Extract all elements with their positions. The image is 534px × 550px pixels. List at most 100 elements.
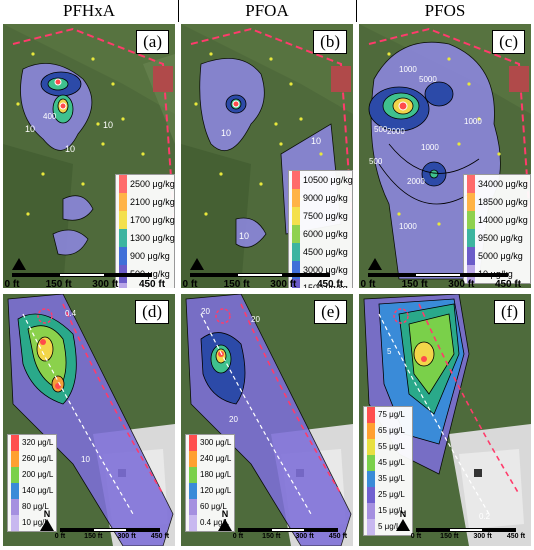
legend-entry: 55 μg/L	[364, 439, 412, 455]
scale-bar-label: 0 ft	[4, 279, 20, 290]
legend-entry: 300 μg/L	[186, 435, 234, 451]
north-arrow: N	[40, 510, 54, 531]
scale-bar-segment	[304, 528, 338, 532]
scale-bar-label: 0 ft	[232, 533, 244, 540]
legend-label: 4500 μg/kg	[303, 247, 348, 257]
legend-a: 2500 μg/kg 2100 μg/kg 1700 μg/kg 1300 μg/kg…	[115, 174, 175, 288]
north-arrow-icon	[12, 258, 26, 270]
legend-swatch	[119, 247, 127, 265]
legend-swatch	[11, 451, 19, 467]
legend-label: 10500 μg/kg	[303, 175, 353, 185]
legend-swatch	[189, 467, 197, 483]
scale-bar-segments	[238, 528, 338, 532]
panel-label-e: (e)	[314, 300, 347, 324]
scale-bar-label: 0 ft	[410, 533, 422, 540]
scale-bar-label: 450 ft	[316, 279, 344, 290]
scale-bar-segments	[12, 273, 152, 277]
scale-bar-segment	[414, 273, 462, 277]
legend-label: 14000 μg/kg	[478, 215, 528, 225]
legend-swatch	[467, 175, 475, 193]
legend-swatch	[119, 175, 127, 193]
legend-swatch	[467, 211, 475, 229]
legend-label: 1500 μg/kg	[303, 283, 348, 288]
legend-swatch	[467, 193, 475, 211]
legend-entry: 2100 μg/kg	[116, 193, 175, 211]
svg-text:400: 400	[43, 112, 57, 121]
legend-swatch	[367, 503, 375, 519]
legend-swatch	[11, 435, 19, 451]
legend-swatch	[367, 423, 375, 439]
legend-swatch	[119, 211, 127, 229]
svg-text:1000: 1000	[399, 65, 417, 74]
legend-label: 120 μg/L	[200, 486, 232, 495]
svg-text:10: 10	[65, 144, 75, 154]
legend-swatch	[367, 519, 375, 535]
legend-entry: 2500 μg/kg	[116, 175, 175, 193]
legend-swatch	[367, 455, 375, 471]
legend-label: 6000 μg/kg	[303, 229, 348, 239]
legend-swatch	[189, 435, 197, 451]
scale-bar-label: 0 ft	[182, 279, 198, 290]
legend-swatch	[11, 467, 19, 483]
scale-bar-segments	[190, 273, 330, 277]
legend-entry: 900 μg/kg	[116, 247, 174, 265]
legend-entry: 9500 μg/kg	[464, 229, 530, 247]
legend-label: 0.4 μg/L	[200, 518, 230, 527]
svg-text:20: 20	[251, 315, 260, 324]
legend-entry: 3000 μg/kg	[289, 261, 352, 279]
scale-bar-label: 300 ft	[270, 279, 297, 290]
scale-bar-label: 450 ft	[138, 279, 166, 290]
scale-bar-label: 150 ft	[440, 533, 459, 540]
scale-bar-label: 450 ft	[328, 533, 348, 540]
map-panel-c: 1000 5000 500 2000 1000 500 1000 2000 10…	[359, 24, 531, 288]
legend-entry: 120 μg/L	[186, 483, 234, 499]
legend-entry: 45 μg/L	[364, 455, 412, 471]
scale-bar-label: 300 ft	[117, 533, 136, 540]
legend-label: 25 μg/L	[378, 490, 405, 499]
svg-text:10: 10	[81, 455, 90, 464]
scale-bar-label: 150 ft	[84, 533, 103, 540]
legend-entry: 10500 μg/kg	[289, 171, 353, 189]
north-arrow-icon	[40, 519, 54, 531]
map-panel-f: 5 0.2 (f) 75 μg/L 65 μg/L 55 μg/L 45 μg/L 35…	[359, 294, 531, 546]
legend-swatch	[189, 483, 197, 499]
legend-entry: 65 μg/L	[364, 423, 412, 439]
legend-swatch	[367, 407, 375, 423]
svg-text:20: 20	[229, 415, 238, 424]
legend-entry: 6000 μg/kg	[289, 225, 352, 243]
scale-bar-segment	[60, 528, 94, 532]
header-divider	[356, 0, 357, 22]
scale-bar-segment	[12, 273, 59, 277]
scale-bar-segment	[271, 528, 305, 532]
legend-label: 9000 μg/kg	[303, 193, 348, 203]
scale-bar-e: 0 ft 150 ft 300 ft 450 ft	[233, 528, 347, 542]
scale-bar-f: 0 ft 150 ft 300 ft 450 ft	[411, 528, 525, 542]
legend-label: 5 μg/L	[378, 522, 401, 531]
svg-text:5000: 5000	[419, 75, 437, 84]
north-arrow-icon	[218, 519, 232, 531]
legend-swatch	[119, 229, 127, 247]
scale-bar-a: 0 ft 150 ft 300 ft 450 ft	[5, 273, 165, 291]
legend-label: 1700 μg/kg	[130, 215, 175, 225]
panel-label-f: (f)	[494, 300, 525, 324]
svg-text:5: 5	[387, 347, 392, 356]
legend-label: 65 μg/L	[378, 426, 405, 435]
scale-bar-label: 150 ft	[45, 279, 72, 290]
svg-text:20: 20	[201, 307, 210, 316]
map-panel-a: 10 400 10 10 (a) 2500 μg/kg 2100 μg/kg 170…	[3, 24, 175, 288]
sample-points	[387, 52, 501, 226]
scale-bar-c: 0 ft 150 ft 300 ft 450 ft	[361, 273, 521, 291]
legend-label: 9500 μg/kg	[478, 233, 523, 243]
north-arrow	[190, 258, 204, 270]
north-arrow: N	[218, 510, 232, 531]
legend-b: 10500 μg/kg 9000 μg/kg 7500 μg/kg 6000 μg/k…	[288, 170, 353, 288]
svg-text:10: 10	[239, 231, 249, 241]
legend-entry: 320 μg/L	[8, 435, 56, 451]
legend-swatch	[189, 499, 197, 515]
scale-bar-label: 450 ft	[150, 533, 170, 540]
scale-bar-segment	[190, 273, 237, 277]
legend-label: 2100 μg/kg	[130, 197, 175, 207]
legend-entry: 7500 μg/kg	[289, 207, 352, 225]
legend-label: 80 μg/L	[22, 502, 49, 511]
satellite-map-a: 10 400 10 10	[3, 24, 175, 288]
